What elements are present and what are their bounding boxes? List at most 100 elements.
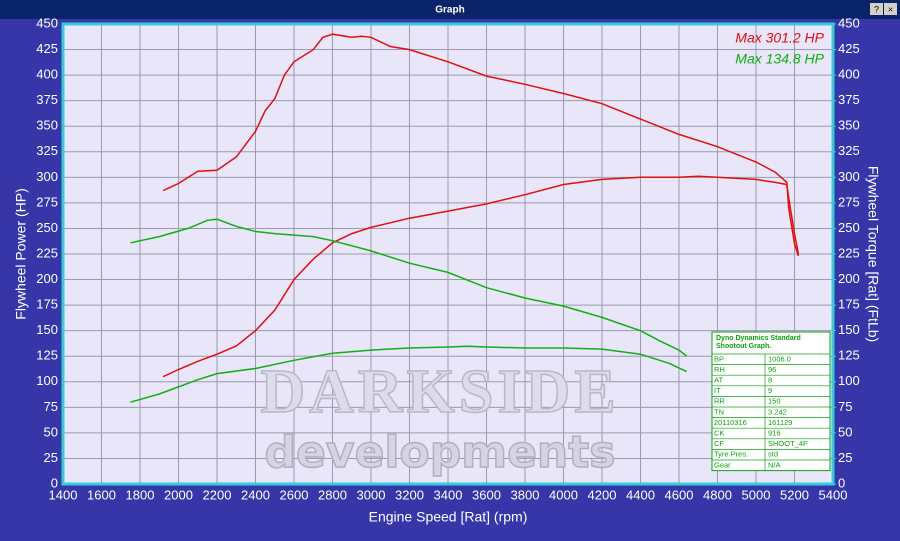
y2-tick-label: 425 <box>838 41 860 56</box>
table-cell: CF <box>714 439 724 448</box>
watermark-line: DARKSIDE <box>260 358 619 426</box>
x-tick-label: 1600 <box>87 487 116 502</box>
y-tick-label: 0 <box>51 475 58 490</box>
y-tick-label: 350 <box>36 118 58 133</box>
x-tick-label: 4200 <box>588 487 617 502</box>
x-tick-label: 4000 <box>549 487 578 502</box>
x-tick-label: 1400 <box>49 487 78 502</box>
y-tick-label: 325 <box>36 143 58 158</box>
x-tick-label: 5000 <box>742 487 771 502</box>
grid <box>62 23 834 485</box>
plot-marks <box>130 33 800 403</box>
close-button[interactable] <box>884 3 897 15</box>
table-cell: 161129 <box>768 418 792 427</box>
table-cell: TN <box>714 407 724 416</box>
y2-tick-label: 325 <box>838 143 860 158</box>
x-axis-label: Engine Speed [Rat] (rpm) <box>369 509 528 525</box>
x-tick-label: 3400 <box>434 487 463 502</box>
y-tick-label: 250 <box>36 220 58 235</box>
y-tick-label: 50 <box>44 424 58 439</box>
x-tick-label: 3000 <box>357 487 386 502</box>
x-tick-label: 5200 <box>780 487 809 502</box>
table-cell: RH <box>714 365 725 374</box>
table-cell: BP <box>714 354 724 363</box>
x-tick-label: 2800 <box>318 487 347 502</box>
x-tick-label: 1800 <box>126 487 155 502</box>
y2-tick-label: 225 <box>838 245 860 260</box>
x-tick-label: 2600 <box>280 487 309 502</box>
x-tick-label: 3600 <box>472 487 501 502</box>
max-annotation: Max 301.2 HP <box>735 30 824 46</box>
table-title: Dyno Dynamics Standard <box>716 335 801 342</box>
y-tick-label: 125 <box>36 348 58 363</box>
help-icon[interactable]: ? <box>874 4 879 14</box>
table-cell: 8 <box>768 375 772 384</box>
title-bar <box>0 0 900 19</box>
table-title: Shootout Graph. <box>716 343 771 350</box>
y2-tick-label: 175 <box>838 297 860 312</box>
y-tick-label: 225 <box>36 245 58 260</box>
series-line <box>130 218 688 357</box>
y2-tick-label: 25 <box>838 450 852 465</box>
y-tick-label: 150 <box>36 322 58 337</box>
table-cell: RR <box>714 397 725 406</box>
y2-tick-label: 75 <box>838 399 852 414</box>
table-cell: 20110316 <box>714 418 747 427</box>
y2-tick-label: 0 <box>838 475 845 490</box>
x-tick-label: 5400 <box>819 487 848 502</box>
table-cell: SHOOT_4F <box>768 439 808 448</box>
y2-tick-label: 100 <box>838 373 860 388</box>
y-tick-label: 75 <box>44 399 58 414</box>
y2-tick-label: 400 <box>838 67 860 82</box>
y-tick-label: 425 <box>36 41 58 56</box>
max-annotation: Max 134.8 HP <box>735 51 824 67</box>
y-tick-label: 200 <box>36 271 58 286</box>
series-line <box>130 345 688 403</box>
x-tick-label: 4800 <box>703 487 732 502</box>
y-axis-label: Flywheel Power (HP) <box>13 188 29 319</box>
table-cell: IT <box>714 386 721 395</box>
table-cell: Gear <box>714 460 731 469</box>
x-tick-label: 2000 <box>164 487 193 502</box>
table-cell: 916 <box>768 428 781 437</box>
y2-tick-label: 125 <box>838 348 860 363</box>
close-icon[interactable]: × <box>888 4 893 14</box>
y-tick-label: 275 <box>36 194 58 209</box>
x-tick-label: 3800 <box>511 487 540 502</box>
table-cell: AT <box>714 375 723 384</box>
series-line <box>162 33 800 257</box>
x-tick-label: 3200 <box>395 487 424 502</box>
y2-tick-label: 50 <box>838 424 852 439</box>
table-cell: 1006.0 <box>768 354 791 363</box>
table-cell: N/A <box>768 460 781 469</box>
series-line <box>162 175 800 378</box>
table-cell: Tyre Pres. <box>714 450 748 459</box>
y2-tick-label: 375 <box>838 92 860 107</box>
y-tick-label: 400 <box>36 67 58 82</box>
table-cell: CK <box>714 428 724 437</box>
x-tick-label: 2200 <box>203 487 232 502</box>
y2-tick-label: 275 <box>838 194 860 209</box>
table-cell: 150 <box>768 397 781 406</box>
y2-tick-label: 200 <box>838 271 860 286</box>
y-tick-label: 175 <box>36 297 58 312</box>
x-tick-label: 4600 <box>665 487 694 502</box>
y2-tick-label: 150 <box>838 322 860 337</box>
table-cell: 96 <box>768 365 776 374</box>
y2-axis-label: Flywheel Torque [Rat] (FtLb) <box>865 166 881 342</box>
table-cell: 9 <box>768 386 772 395</box>
x-tick-label: 2400 <box>241 487 270 502</box>
help-button[interactable] <box>870 3 883 15</box>
table-cell: 3.242 <box>768 407 787 416</box>
window-title: Graph <box>435 5 464 16</box>
y2-tick-label: 350 <box>838 118 860 133</box>
x-tick-label: 4400 <box>626 487 655 502</box>
table-background <box>711 331 831 472</box>
y-tick-label: 300 <box>36 169 58 184</box>
y2-tick-label: 250 <box>838 220 860 235</box>
y-tick-label: 450 <box>36 15 58 30</box>
watermark-line: developments <box>265 427 616 478</box>
table-cell: std <box>768 450 778 459</box>
